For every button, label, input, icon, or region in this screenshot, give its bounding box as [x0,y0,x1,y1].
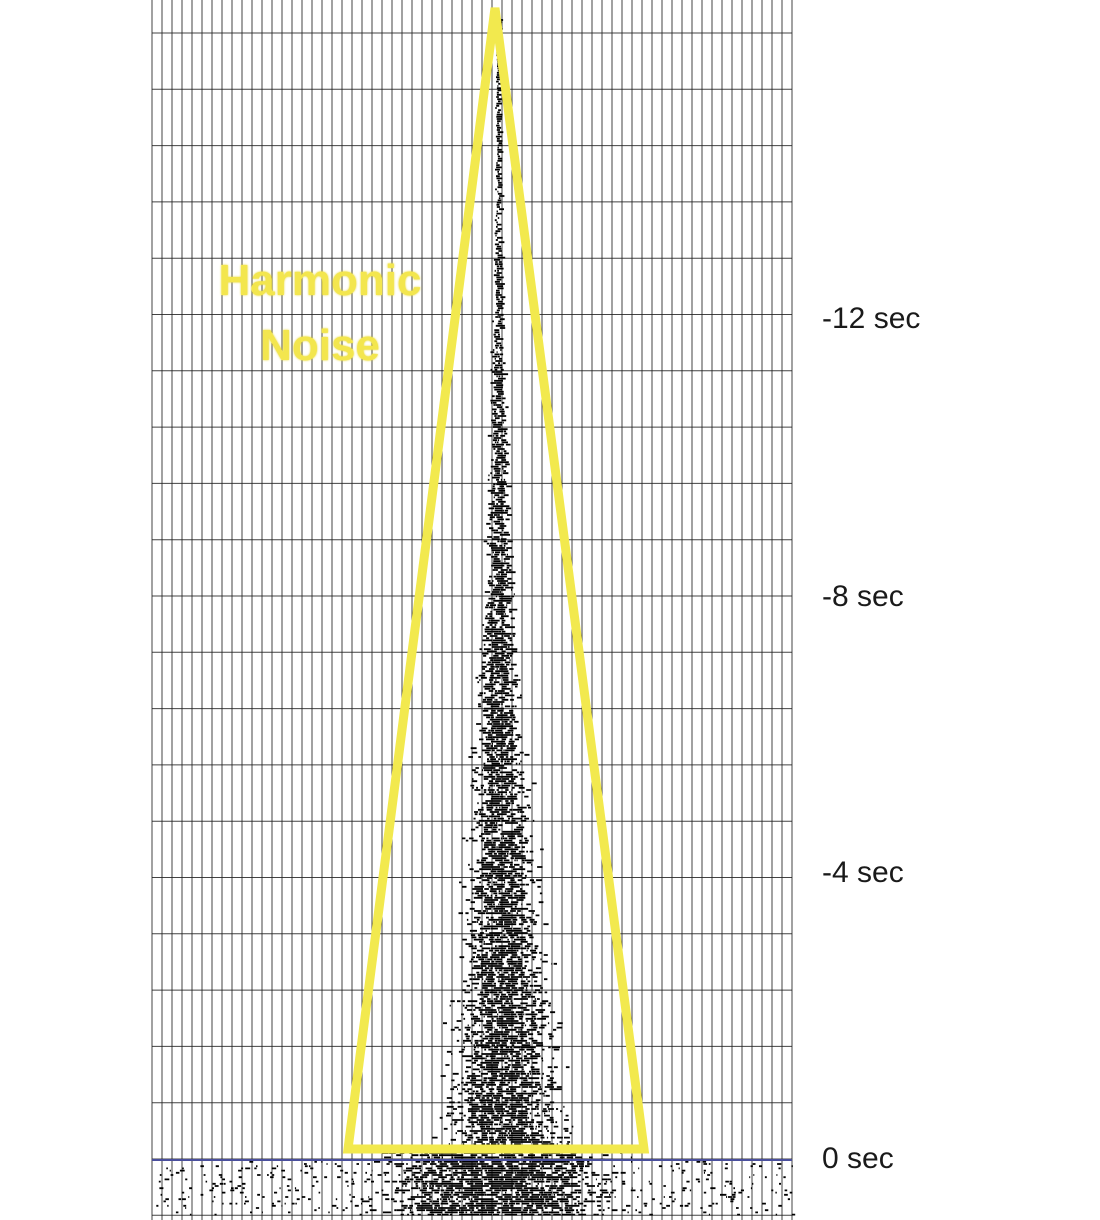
harmonic-noise-triangle [342,7,650,1154]
time-label-0s: 0 sec [822,1142,894,1175]
annotation-label-line2: Noise [260,321,380,370]
time-label-12s: -12 sec [822,302,921,335]
time-label-8s: -8 sec [822,580,904,613]
time-label-4s: -4 sec [822,856,904,889]
annotation-label-line1: Harmonic [218,256,422,305]
